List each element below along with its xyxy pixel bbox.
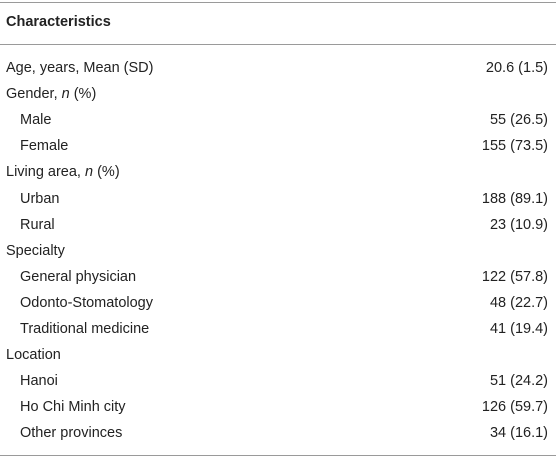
row-value: 155 (73.5) (481, 138, 548, 155)
header-rule (0, 44, 556, 45)
row-value: 188 (89.1) (481, 190, 548, 207)
label-part: Ho Chi Minh city (20, 399, 126, 416)
label-part: Gender, (6, 86, 62, 103)
row-label: Living area, n (%) (6, 163, 120, 181)
header-cell: Characteristics (6, 14, 111, 30)
row-label: Rural (20, 216, 55, 234)
row-label: Odonto-Stomatology (20, 294, 153, 312)
label-part: Odonto-Stomatology (20, 294, 153, 311)
row-value: 48 (22.7) (489, 294, 548, 311)
label-part: Traditional medicine (20, 321, 150, 337)
label-part: n (85, 164, 94, 181)
row-value: 23 (10.9) (489, 216, 548, 233)
row-value: 122 (57.8) (481, 268, 548, 285)
row-value: 126 (59.7) (481, 399, 548, 416)
label-part: General physician (20, 268, 137, 285)
label-part: (%) (93, 164, 120, 181)
row-label: Specialty (6, 242, 65, 260)
row-value: 20.6 (1.5) (485, 60, 548, 76)
label-part: Age, years, Mean (SD) (6, 60, 154, 76)
label-part: Male (20, 112, 52, 129)
row-label: Gender, n (%) (6, 85, 96, 103)
label-part: Rural (20, 216, 55, 233)
label-part: Female (20, 138, 69, 155)
row-label: Age, years, Mean (SD) (6, 59, 153, 77)
row-label: Male (20, 111, 51, 129)
label-part: Location (6, 347, 61, 364)
row-label: Urban (20, 190, 60, 208)
label-part: Living area, (6, 164, 85, 181)
row-label: General physician (20, 268, 136, 286)
row-label: Other provinces (20, 424, 122, 442)
label-part: (%) (69, 86, 97, 103)
row-value: 34 (16.1) (489, 425, 548, 442)
label-part: n (61, 86, 70, 103)
label-part: Specialty (6, 242, 65, 259)
label-part: Hanoi (20, 373, 58, 390)
bottom-rule (0, 455, 556, 456)
row-value: 41 (19.4) (489, 321, 548, 337)
row-value: 51 (24.2) (489, 373, 548, 390)
row-label: Location (6, 346, 61, 364)
label-part: Urban (20, 190, 60, 207)
row-label: Traditional medicine (20, 320, 149, 338)
row-label: Hanoi (20, 372, 58, 390)
row-label: Ho Chi Minh city (20, 398, 126, 416)
label-part: Other provinces (20, 425, 123, 442)
row-label: Female (20, 137, 68, 155)
top-rule (0, 2, 556, 3)
row-value: 55 (26.5) (489, 112, 548, 129)
